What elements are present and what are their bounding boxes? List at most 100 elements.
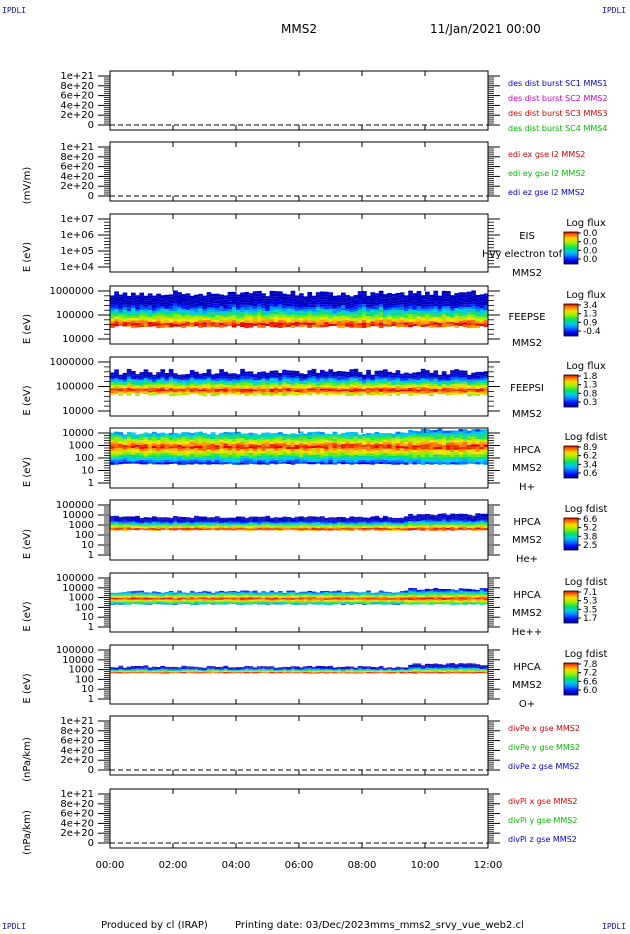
- heatmap-cell-hpca-h: [257, 453, 262, 456]
- heatmap-cell-feepsi: [215, 388, 220, 391]
- heatmap-cell-hpca-h: [370, 449, 376, 452]
- heatmap-cell-hpca-h: [471, 461, 476, 465]
- heatmap-cell-hpca-he: [307, 518, 313, 520]
- heatmap-cell-hpca-he: [156, 528, 161, 530]
- heatmap-cell-hpca-he: [110, 529, 115, 531]
- heatmap-cell-feepsi: [118, 380, 124, 383]
- heatmap-cell-feepse: [458, 301, 464, 305]
- ytick-label-feepsi: 1000000: [49, 357, 94, 368]
- heatmap-cell-hpca-he: [265, 522, 271, 524]
- heatmap-cell-feepse: [206, 309, 212, 313]
- heatmap-cell-feepse: [332, 306, 338, 309]
- heatmap-cell-hpca-h: [294, 457, 300, 460]
- heatmap-cell-feepsi: [471, 382, 476, 385]
- heatmap-cell-hpca-h: [294, 453, 300, 456]
- heatmap-cell-hpca-he: [303, 526, 308, 528]
- heatmap-cell-hpca-h: [215, 445, 220, 448]
- heatmap-cell-feepse: [164, 304, 170, 307]
- heatmap-cell-hpca-h: [156, 451, 161, 454]
- heatmap-cell-hpca-he: [286, 526, 292, 528]
- heatmap-cell-feepsi: [479, 393, 485, 395]
- heatmap-cell-feepse: [143, 318, 149, 321]
- heatmap-cell-hpca-he: [349, 527, 355, 529]
- heatmap-cell-feepsi: [370, 381, 376, 384]
- heatmap-cell-feepse: [257, 304, 262, 307]
- heatmap-cell-feepse: [399, 319, 405, 323]
- heatmap-cell-hpca-h: [294, 442, 300, 445]
- heatmap-cell-hpca-h: [110, 434, 115, 438]
- heatmap-cell-feepse: [412, 321, 418, 324]
- heatmap-cell-feepsi: [147, 390, 153, 393]
- heatmap-cell-hpca-he: [164, 517, 170, 519]
- heatmap-cell-hpca-h: [303, 435, 308, 439]
- heatmap-cell-hpca-he: [299, 528, 304, 530]
- heatmap-cell-feepse: [189, 322, 195, 325]
- heatmap-cell-hpca-h: [227, 457, 233, 460]
- heatmap-cell-hpca-h: [278, 457, 283, 460]
- heatmap-cell-hpca-he: [202, 520, 208, 522]
- heatmap-cell-hpca-he: [110, 528, 115, 530]
- heatmap-cell-feepsi: [181, 377, 187, 379]
- heatmap-cell-hpca-he: [147, 528, 153, 530]
- heatmap-cell-feepse: [286, 312, 292, 316]
- heatmap-cell-feepse: [286, 308, 292, 311]
- heatmap-cell-feepsi: [114, 381, 119, 384]
- ytick-label-eis: 1e+07: [60, 214, 94, 225]
- heatmap-cell-feepse: [248, 317, 254, 321]
- heatmap-cell-hpca-h: [198, 459, 203, 463]
- heatmap-cell-feepsi: [404, 375, 409, 378]
- heatmap-cell-feepsi: [257, 378, 262, 381]
- heatmap-cell-hpca-h: [231, 448, 237, 451]
- heatmap-cell-hpca-he: [139, 529, 145, 531]
- heatmap-cell-feepse: [450, 297, 455, 300]
- heatmap-cell-feepse: [454, 295, 460, 299]
- heatmap-cell-feepsi: [467, 391, 472, 394]
- heatmap-cell-feepse: [164, 320, 170, 323]
- heatmap-cell-hpca-he: [332, 521, 338, 523]
- heatmap-cell-hpca-he: [324, 527, 329, 529]
- heatmap-cell-hpca-he: [315, 517, 321, 519]
- heatmap-cell-hpca-he: [139, 518, 145, 519]
- heatmap-cell-feepse: [462, 319, 468, 323]
- heatmap-cell-feepse: [206, 322, 212, 325]
- heatmap-cell-feepse: [412, 307, 418, 310]
- heatmap-cell-hpca-h: [429, 435, 434, 438]
- heatmap-cell-hpca-h: [425, 449, 430, 452]
- heatmap-cell-feepsi: [114, 390, 119, 393]
- heatmap-cell-feepse: [387, 300, 392, 303]
- heatmap-cell-hpca-h: [244, 435, 250, 438]
- heatmap-cell-hpca-he: [320, 521, 325, 523]
- heatmap-cell-hpca-h: [416, 452, 422, 455]
- heatmap-cell-feepse: [412, 300, 418, 303]
- heatmap-cell-feepsi: [311, 386, 317, 389]
- heatmap-cell-hpca-h: [189, 460, 195, 463]
- heatmap-cell-hpca-h: [139, 449, 145, 452]
- heatmap-cell-feepse: [181, 306, 187, 309]
- heatmap-cell-feepsi: [198, 373, 203, 376]
- heatmap-cell-feepse: [189, 318, 195, 321]
- panel-frame-des-dist: [109, 70, 489, 131]
- heatmap-cell-feepse: [290, 306, 296, 310]
- heatmap-cell-hpca-h: [441, 445, 447, 448]
- heatmap-cell-hpca-he: [223, 529, 229, 531]
- heatmap-cell-feepsi: [404, 383, 409, 385]
- heatmap-cell-feepsi: [219, 376, 224, 379]
- heatmap-cell-feepse: [156, 301, 161, 304]
- heatmap-cell-feepsi: [240, 372, 245, 375]
- heatmap-cell-hpca-h: [139, 438, 145, 441]
- heatmap-cell-hpca-he: [173, 517, 178, 519]
- heatmap-cell-feepse: [278, 296, 283, 300]
- heatmap-cell-feepsi: [299, 382, 304, 385]
- heatmap-cell-feepsi: [210, 391, 216, 394]
- heatmap-cell-feepsi: [303, 391, 308, 393]
- heatmap-cell-feepse: [412, 304, 418, 308]
- heatmap-cell-feepse: [177, 311, 182, 315]
- heatmap-cell-feepsi: [462, 392, 468, 395]
- heatmap-cell-feepse: [362, 325, 367, 328]
- heatmap-cell-feepse: [429, 294, 434, 298]
- heatmap-cell-feepsi: [479, 388, 485, 390]
- heatmap-cell-feepse: [307, 317, 313, 321]
- heatmap-cell-feepse: [215, 293, 220, 297]
- heatmap-cell-feepsi: [429, 372, 434, 375]
- heatmap-cell-hpca-he: [349, 522, 355, 524]
